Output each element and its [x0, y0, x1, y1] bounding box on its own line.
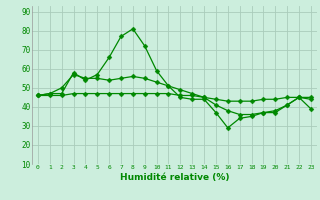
X-axis label: Humidité relative (%): Humidité relative (%): [120, 173, 229, 182]
